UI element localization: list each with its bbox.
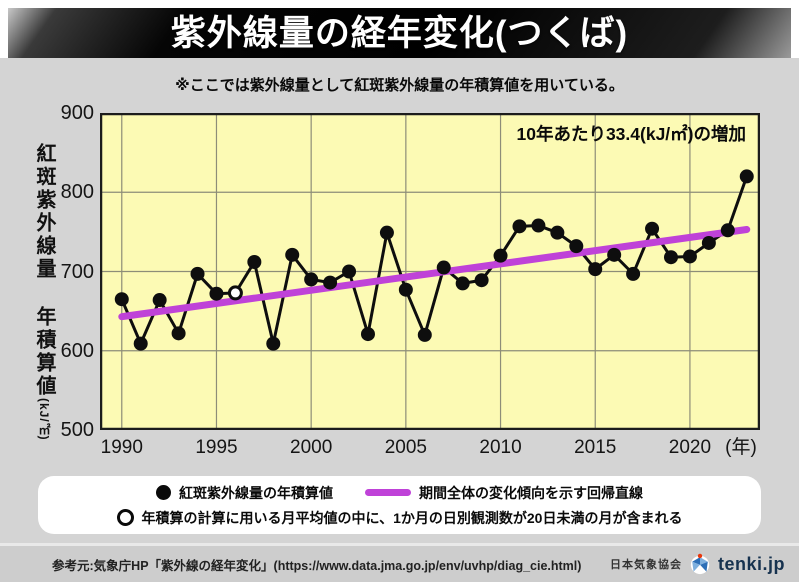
page-title: 紫外線量の経年変化(つくば) [170, 13, 629, 53]
plot-border [99, 112, 761, 431]
data-point [645, 221, 660, 236]
data-point [588, 262, 603, 277]
brand-name: tenki.jp [717, 553, 785, 574]
data-point [190, 266, 205, 281]
x-tick-label: 2005 [384, 437, 427, 458]
x-tick-label: 1990 [100, 437, 143, 458]
data-point [474, 273, 489, 288]
data-point [417, 327, 432, 342]
data-point [455, 276, 470, 291]
x-tick-label: 2020 [668, 437, 712, 458]
data-point [436, 260, 451, 275]
legend-label-annual-value: 紅斑紫外線量の年積算値 [179, 484, 333, 501]
data-point [152, 293, 167, 308]
x-tick-label: 2010 [479, 437, 522, 458]
title-bar: 紫外線量の経年変化(つくば) [8, 8, 791, 58]
y-tick-label: 500 [60, 419, 94, 441]
source-reference: 参考元:気象庁HP「紫外線の経年変化」(https://www.data.jma… [52, 558, 582, 573]
x-tick-label: 2015 [574, 437, 617, 458]
legend-label-trend: 期間全体の変化傾向を示す回帰直線 [419, 484, 643, 501]
data-point [739, 169, 754, 184]
chart-subtitle-note: ※ここでは紫外線量として紅斑紫外線量の年積算値を用いている。 [175, 77, 624, 94]
data-point [304, 272, 319, 287]
data-line [120, 175, 749, 346]
data-point [626, 266, 641, 281]
y-axis-unit: (kJ/㎡) [37, 398, 51, 441]
trend-line [118, 225, 751, 321]
data-point [531, 218, 546, 233]
data-point [342, 264, 357, 279]
legend-box: 紅斑紫外線量の年積算値 期間全体の変化傾向を示す回帰直線 年積算の計算に用いる月… [38, 476, 761, 534]
y-tick-label: 700 [60, 260, 94, 283]
tenki-jp-logo-icon [690, 553, 710, 575]
open-circle-icon [116, 509, 134, 526]
data-point [607, 247, 622, 262]
footer-bar: 参考元:気象庁HP「紫外線の経年変化」(https://www.data.jma… [0, 543, 799, 582]
data-point [133, 336, 148, 351]
data-point [379, 225, 394, 240]
title-bar-background: 紫外線量の経年変化(つくば) [0, 0, 799, 58]
data-point [323, 275, 338, 290]
footer-branding: 日本気象協会 tenki.jp [610, 553, 785, 575]
x-tick-label: 1995 [195, 437, 238, 458]
data-point [247, 254, 262, 269]
data-point [493, 248, 508, 263]
legend-row-2: 年積算の計算に用いる月平均値の中に、1か月の日別観測数が20日未満の月が含まれる [116, 508, 683, 528]
data-point [114, 292, 129, 307]
data-point [663, 250, 678, 265]
legend-row-1: 紅斑紫外線量の年積算値 期間全体の変化傾向を示す回帰直線 [156, 483, 643, 503]
y-tick-label: 800 [60, 181, 94, 204]
data-point [550, 225, 565, 240]
trend-line-swatch [365, 489, 411, 496]
y-tick-label: 600 [60, 339, 94, 362]
trend-annotation: 10年あたり33.4(kJ/㎡)の増加 [516, 124, 746, 144]
data-point [171, 326, 186, 341]
x-tick-label: 2000 [290, 437, 333, 458]
legend-label-open-circle: 年積算の計算に用いる月平均値の中に、1か月の日別観測数が20日未満の月が含まれる [141, 509, 683, 526]
data-point [227, 285, 243, 301]
x-axis-unit-label: (年) [725, 437, 757, 458]
data-point [209, 286, 224, 301]
data-point [266, 336, 281, 351]
data-point [398, 282, 413, 297]
data-point [285, 247, 300, 262]
chart-plot-area: 10年あたり33.4(kJ/㎡)の増加 [99, 112, 761, 431]
organization-name: 日本気象協会 [609, 559, 682, 571]
data-point [512, 219, 527, 234]
data-point [701, 235, 716, 250]
chart-svg: 10年あたり33.4(kJ/㎡)の増加 [99, 112, 761, 431]
data-point [682, 249, 697, 264]
y-axis-label-text: 紅斑紫外線量 年積算値 [33, 143, 55, 398]
data-point [360, 327, 375, 342]
filled-circle-icon [156, 485, 171, 500]
data-point [720, 223, 735, 238]
y-axis-label: 紅斑紫外線量 年積算値(kJ/㎡) [30, 143, 59, 441]
y-tick-label: 900 [60, 102, 94, 124]
data-point [569, 239, 584, 254]
